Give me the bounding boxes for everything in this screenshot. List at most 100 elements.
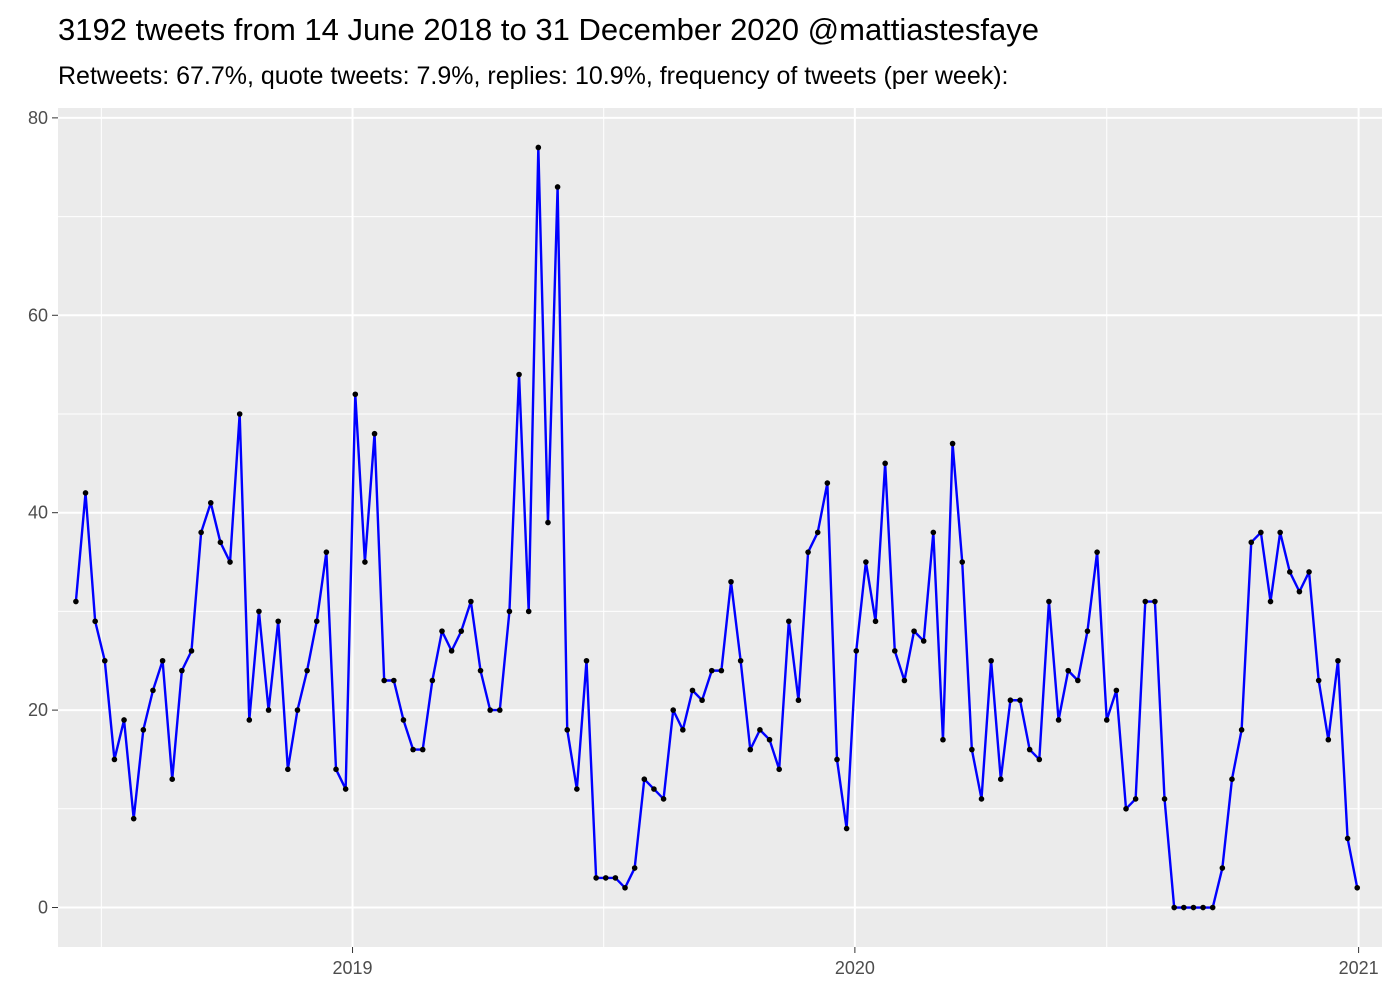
data-point	[429, 677, 436, 684]
data-point	[1017, 697, 1023, 704]
data-point	[1306, 569, 1312, 575]
data-point	[1132, 796, 1139, 802]
data-point	[1181, 904, 1187, 911]
chart-subtitle: Retweets: 67.7%, quote tweets: 7.9%, rep…	[58, 62, 1009, 90]
data-point	[1267, 598, 1274, 605]
data-point	[1161, 796, 1168, 802]
y-tick-label: 20	[28, 700, 48, 720]
data-point	[1026, 746, 1033, 753]
data-point	[622, 884, 628, 891]
x-tick-label: 2021	[1339, 958, 1379, 978]
data-point	[487, 707, 493, 713]
data-point	[651, 786, 657, 792]
data-point	[496, 707, 503, 713]
data-point	[564, 727, 571, 733]
data-point	[708, 667, 715, 674]
data-point	[593, 875, 599, 881]
data-point	[940, 736, 946, 743]
data-point	[583, 657, 590, 664]
data-point	[73, 598, 79, 605]
y-tick-label: 60	[28, 305, 48, 325]
data-point	[670, 707, 677, 713]
data-point	[1055, 717, 1062, 723]
series-line	[74, 146, 1359, 909]
data-point	[786, 618, 792, 625]
data-point	[1315, 677, 1322, 684]
data-point	[728, 578, 734, 585]
x-tick-label: 2020	[835, 958, 875, 978]
data-point	[525, 608, 532, 615]
data-point	[574, 786, 580, 792]
data-point	[1075, 677, 1081, 684]
data-point	[882, 460, 888, 467]
data-point	[1046, 598, 1052, 605]
data-point	[1113, 687, 1120, 694]
data-point	[285, 766, 291, 773]
data-point	[1065, 667, 1072, 674]
data-point	[207, 500, 214, 506]
data-point	[554, 184, 561, 190]
data-point	[101, 657, 108, 664]
data-point	[352, 391, 359, 398]
data-point	[1123, 806, 1129, 812]
data-point	[1277, 529, 1283, 536]
axes: 0 20 40 60 80 2019 2020 2021	[28, 108, 1379, 978]
data-point	[1152, 598, 1158, 605]
data-point	[535, 144, 542, 151]
x-tick-label: 2019	[333, 958, 373, 978]
data-point	[419, 746, 426, 753]
data-points	[73, 144, 1361, 911]
minor-gridlines	[58, 108, 1382, 947]
data-point	[1190, 904, 1197, 911]
data-point	[333, 766, 339, 773]
data-point	[901, 677, 908, 684]
data-point	[631, 865, 638, 871]
data-point	[747, 746, 754, 753]
chart-title: 3192 tweets from 14 June 2018 to 31 Dece…	[58, 12, 1039, 47]
data-point	[121, 717, 127, 723]
data-point	[468, 598, 474, 605]
y-tick-label: 80	[28, 108, 48, 128]
data-point	[1007, 697, 1014, 704]
data-point	[1286, 569, 1293, 575]
data-point	[776, 766, 782, 773]
data-point	[169, 776, 176, 782]
data-point	[930, 529, 937, 536]
data-point	[1229, 776, 1235, 782]
data-point	[863, 559, 869, 565]
data-point	[997, 776, 1004, 782]
data-point	[400, 717, 407, 723]
data-point	[1094, 549, 1100, 555]
data-point	[1238, 727, 1245, 733]
data-point	[757, 727, 763, 733]
data-point	[458, 628, 465, 634]
data-point	[516, 371, 522, 378]
data-point	[660, 796, 667, 802]
data-point	[227, 559, 233, 565]
data-point	[843, 825, 850, 832]
data-point	[1335, 657, 1341, 664]
data-point	[737, 657, 744, 664]
data-point	[130, 815, 137, 822]
y-tick-label: 40	[28, 503, 48, 523]
y-tick-label: 0	[38, 898, 48, 918]
data-point	[1354, 884, 1361, 891]
data-point	[1171, 904, 1177, 911]
data-point	[853, 648, 860, 654]
data-point	[824, 480, 831, 486]
data-point	[795, 697, 802, 704]
data-point	[959, 559, 966, 565]
data-point	[217, 539, 224, 546]
data-point	[236, 411, 243, 417]
data-point	[1142, 598, 1149, 605]
data-point	[304, 667, 310, 674]
data-point	[718, 667, 725, 674]
data-point	[256, 608, 262, 615]
data-point	[949, 440, 956, 447]
data-point	[641, 776, 648, 782]
data-point	[313, 618, 320, 625]
data-point	[1219, 865, 1226, 871]
data-point	[140, 727, 147, 733]
data-point	[448, 648, 455, 654]
